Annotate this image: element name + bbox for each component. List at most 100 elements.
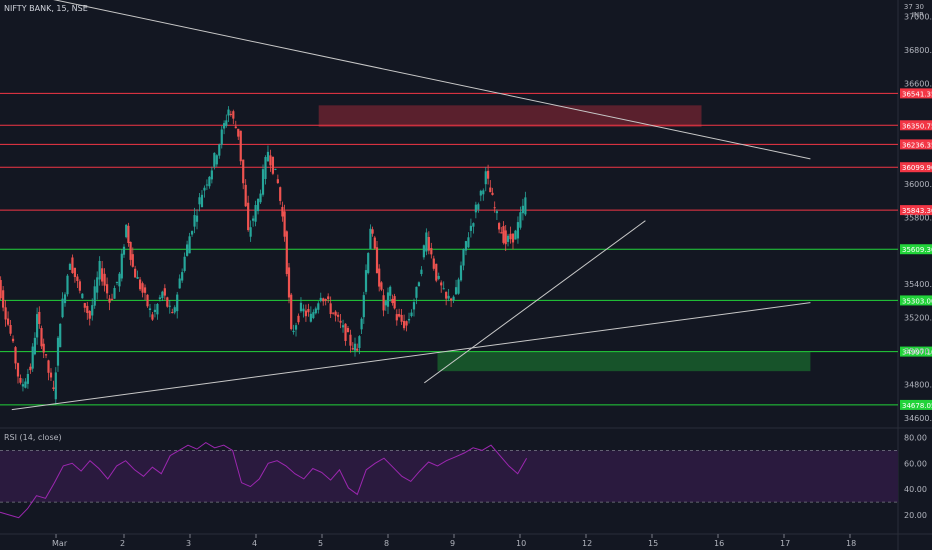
candle-body xyxy=(215,155,218,165)
support-badge xyxy=(900,244,932,255)
candle-body xyxy=(259,193,262,203)
time-tick-label: 15 xyxy=(648,539,658,548)
support-badge xyxy=(900,346,932,357)
candle-body xyxy=(232,111,235,119)
candle-body xyxy=(136,276,139,279)
supply-zone[interactable] xyxy=(318,105,702,128)
candle-body xyxy=(341,325,345,328)
candle-body xyxy=(105,284,109,294)
candle-body xyxy=(26,374,29,384)
candle-body xyxy=(375,247,379,274)
candle-body xyxy=(131,254,134,267)
candle-body xyxy=(266,151,270,162)
price-tick-label: 36800.00 xyxy=(904,46,932,55)
time-tick-label: 12 xyxy=(582,539,592,548)
candle-body xyxy=(181,272,184,281)
rsi-header[interactable]: RSI (14, close) xyxy=(4,433,62,442)
candle-body xyxy=(469,225,473,231)
candle-body xyxy=(482,190,485,195)
rsi-tick-label: 40.00 xyxy=(904,485,927,494)
trendline[interactable] xyxy=(424,220,646,384)
time-tick-label: 18 xyxy=(846,539,856,548)
candle-body xyxy=(38,311,41,324)
price-tick-label: 35000.00 xyxy=(904,347,932,356)
candle-body xyxy=(68,264,72,270)
candle-body xyxy=(322,298,325,302)
candle-body xyxy=(21,384,25,387)
candle-body xyxy=(344,323,347,341)
candle-body xyxy=(389,286,392,296)
candle-body xyxy=(447,295,450,299)
candle-body xyxy=(118,273,121,287)
candle-body xyxy=(264,157,267,180)
candle-body xyxy=(103,273,106,286)
support-badge-label: 34997.10 xyxy=(902,349,932,357)
candle-body xyxy=(430,247,433,255)
candle-body xyxy=(290,294,293,330)
candle-body xyxy=(283,211,286,237)
candle-body xyxy=(86,305,89,314)
candle-body xyxy=(188,236,191,254)
candle-body xyxy=(402,320,406,329)
candle-body xyxy=(364,270,368,292)
candle-body xyxy=(61,298,64,318)
candle-body xyxy=(464,241,468,251)
candle-body xyxy=(382,295,385,311)
time-tick-label: 8 xyxy=(384,539,389,548)
candle-body xyxy=(516,222,520,239)
resistance-badge xyxy=(900,205,932,216)
candle-body xyxy=(101,268,104,282)
candle-body xyxy=(151,314,154,320)
resistance-badge xyxy=(900,162,932,173)
demand-zone[interactable] xyxy=(437,351,811,372)
price-tick-label: 35800.00 xyxy=(904,213,932,222)
candle-body xyxy=(440,282,443,286)
candle-body xyxy=(395,314,398,321)
candle-body xyxy=(407,318,411,321)
candle-body xyxy=(49,372,53,378)
candle-body xyxy=(346,327,350,333)
candle-body xyxy=(484,171,487,185)
candle-body xyxy=(437,275,440,279)
candle-body xyxy=(81,293,84,299)
candle-body xyxy=(113,288,116,299)
time-tick-label: Mar xyxy=(52,539,68,548)
candle-body xyxy=(261,169,265,195)
candle-body xyxy=(384,301,387,306)
candle-body xyxy=(256,198,260,212)
symbol-header[interactable]: NIFTY BANK, 15, NSE xyxy=(4,4,88,13)
candle-body xyxy=(502,226,505,243)
candle-body xyxy=(252,218,255,221)
candle-body xyxy=(98,260,101,280)
candle-body xyxy=(410,312,413,317)
price-tick-label: 34800.00 xyxy=(904,381,932,390)
candle-body xyxy=(491,192,494,195)
candle-body xyxy=(254,205,257,222)
candle-body xyxy=(415,286,418,298)
candle-body xyxy=(9,325,12,334)
candle-body xyxy=(16,363,20,377)
candle-body xyxy=(360,318,363,330)
time-tick-label: 4 xyxy=(252,539,257,548)
candle-body xyxy=(11,338,15,342)
price-tick-label: 35400.00 xyxy=(904,280,932,289)
trendline[interactable] xyxy=(0,0,811,160)
candle-body xyxy=(514,230,517,240)
candle-body xyxy=(417,282,421,287)
candle-body xyxy=(205,184,209,186)
candle-body xyxy=(432,258,435,269)
candle-body xyxy=(498,223,501,230)
candle-body xyxy=(521,205,524,214)
candle-body xyxy=(479,190,482,196)
candle-body xyxy=(33,337,36,355)
candle-body xyxy=(487,170,490,179)
time-tick-label: 17 xyxy=(780,539,790,548)
candle-body xyxy=(504,230,507,245)
candle-body xyxy=(218,144,221,156)
trendline[interactable] xyxy=(11,302,811,411)
price-top-label: 37 xyxy=(903,3,913,11)
candle-body xyxy=(500,232,503,234)
support-badge xyxy=(900,295,932,306)
candle-body xyxy=(93,286,96,306)
